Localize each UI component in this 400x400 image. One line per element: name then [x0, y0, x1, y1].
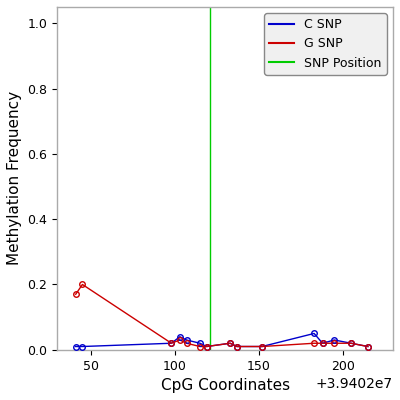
Y-axis label: Methylation Frequency: Methylation Frequency	[7, 91, 22, 266]
X-axis label: CpG Coordinates: CpG Coordinates	[160, 378, 290, 393]
Legend: C SNP, G SNP, SNP Position: C SNP, G SNP, SNP Position	[264, 13, 387, 75]
